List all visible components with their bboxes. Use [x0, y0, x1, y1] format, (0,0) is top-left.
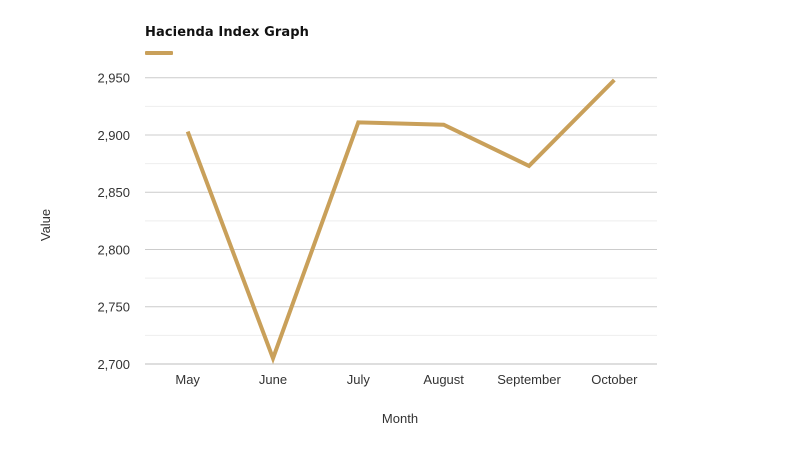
y-tick-label: 2,800: [97, 242, 130, 257]
x-tick-label: September: [497, 372, 561, 387]
y-tick-label: 2,750: [97, 300, 130, 315]
x-tick-label: October: [591, 372, 638, 387]
x-axis-ticks: May June July August September October: [175, 372, 638, 387]
x-tick-label: June: [259, 372, 287, 387]
x-tick-label: August: [423, 372, 464, 387]
legend: Hacienda Index Graph: [145, 25, 309, 55]
legend-swatch: [145, 51, 173, 55]
x-tick-label: July: [347, 372, 371, 387]
legend-label: Hacienda Index Graph: [145, 25, 310, 40]
y-axis-label: Value: [38, 209, 53, 241]
series-layer: [185, 78, 616, 365]
y-tick-label: 2,900: [97, 128, 130, 143]
y-tick-label: 2,950: [97, 71, 130, 86]
x-tick-label: May: [175, 372, 200, 387]
series-line: [185, 78, 616, 365]
x-axis-label: Month: [382, 411, 418, 426]
y-axis-ticks: 2,700 2,750 2,800 2,850 2,900 2,950: [97, 71, 130, 372]
y-tick-label: 2,700: [97, 357, 130, 372]
gridlines: [145, 77, 657, 365]
y-tick-label: 2,850: [97, 185, 130, 200]
